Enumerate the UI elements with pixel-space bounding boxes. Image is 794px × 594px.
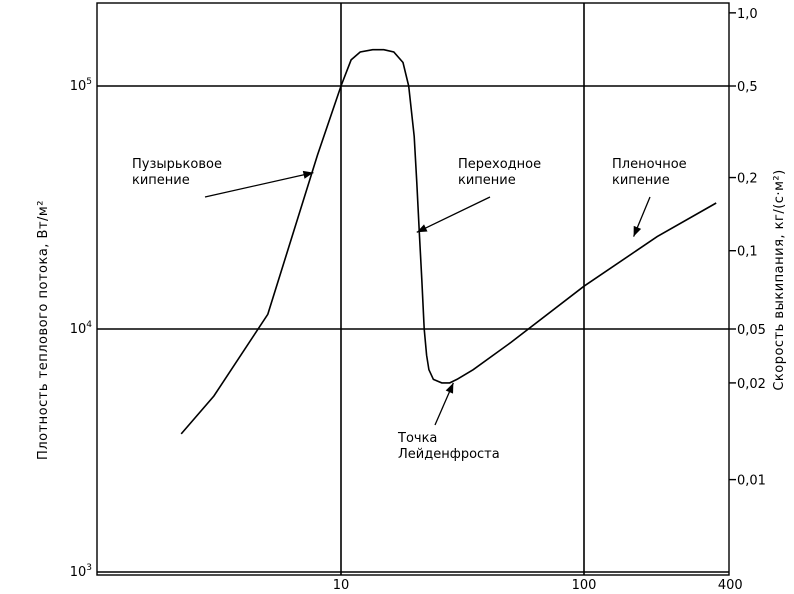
- x-tick-label-400: 400: [718, 578, 743, 593]
- y2-tick-label-2: 0,2: [737, 172, 758, 187]
- y2-tick-label-1: 0,5: [737, 80, 758, 95]
- y-axis-title: Плотность теплового потока, Вт/м²: [36, 200, 51, 460]
- annotation-film: Пленочное кипение: [612, 157, 687, 188]
- annotation-arrowhead-transition: [416, 224, 428, 233]
- y2-axis-title: Скорость выкипания, кг/(с·м²): [772, 169, 787, 390]
- x-tick-label-100: 100: [572, 578, 597, 593]
- annotation-arrowhead-leidenfrost: [445, 382, 454, 394]
- annotation-arrow-transition: [416, 196, 491, 233]
- y-tick-label-4: 104: [70, 320, 93, 337]
- annotation-transition: Переходное кипение: [458, 157, 541, 188]
- x-tick-label-10: 10: [333, 578, 350, 593]
- annotation-arrowhead-film: [633, 225, 642, 237]
- plot-frame: [96, 2, 730, 576]
- boiling-curve-line-0: [180, 48, 717, 435]
- y2-tick-label-0: 1,0: [737, 7, 758, 22]
- annotation-leidenfrost: Точка Лейденфроста: [397, 431, 500, 462]
- y2-tick-label-5: 0,02: [737, 377, 766, 392]
- y2-tick-label-4: 0,05: [737, 323, 766, 338]
- y2-tick-label-6: 0,01: [737, 474, 766, 489]
- annotation-nucleate: Пузырьковое кипение: [132, 157, 222, 188]
- y-tick-label-5: 105: [70, 77, 92, 94]
- y2-tick-label-3: 0,1: [737, 245, 758, 260]
- annotation-arrowhead-nucleate: [302, 170, 314, 179]
- y-tick-label-3: 103: [70, 563, 92, 580]
- annotation-arrow-nucleate: [204, 172, 314, 198]
